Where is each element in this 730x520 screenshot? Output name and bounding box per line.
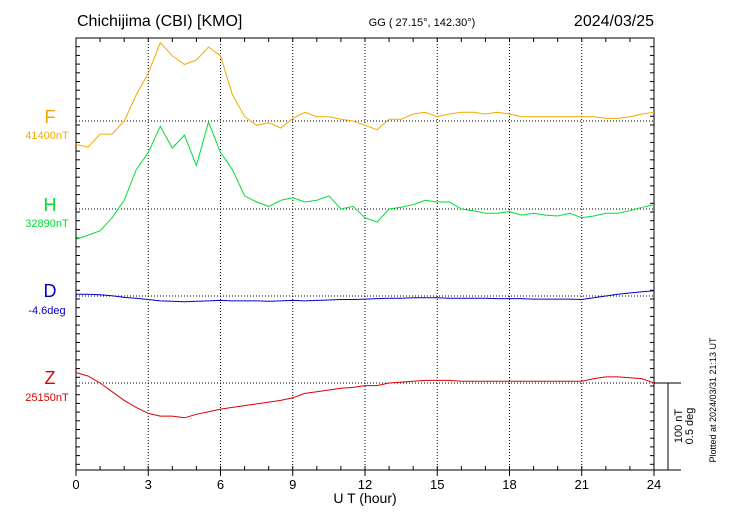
coords-label: GG ( 27.15°, 142.30°) xyxy=(369,17,476,29)
scale-bar-nt-label: 100 nT xyxy=(673,409,685,444)
x-tick-label: 3 xyxy=(145,477,152,492)
plotted-note: Plotted at 2024/03/31 21:13 UT xyxy=(708,337,718,463)
component-label-H: H xyxy=(44,195,57,215)
x-tick-label: 12 xyxy=(358,477,372,492)
baseline-value-D: -4.6deg xyxy=(28,305,65,317)
series-line-Z xyxy=(75,372,655,419)
series-line-H xyxy=(75,120,655,240)
component-label-D: D xyxy=(44,281,57,301)
series-group: F 41400nT H 32890nT D -4.6deg Z 25150nT xyxy=(25,41,655,419)
x-tick-label: 0 xyxy=(72,477,79,492)
scale-bar: 100 nT 0.5 deg xyxy=(654,382,696,471)
x-tick-label: 9 xyxy=(289,477,296,492)
series-line-F xyxy=(75,41,655,148)
series-line-D xyxy=(76,290,655,303)
scale-bar-deg-label: 0.5 deg xyxy=(684,408,696,445)
grid xyxy=(76,38,654,470)
baseline-value-Z: 25150nT xyxy=(25,392,69,404)
x-axis: 0 3 6 9 12 15 18 21 24 xyxy=(72,37,661,492)
x-tick-label: 18 xyxy=(502,477,516,492)
x-tick-label: 21 xyxy=(575,477,589,492)
component-label-Z: Z xyxy=(45,368,56,388)
x-tick-label: 6 xyxy=(217,477,224,492)
x-axis-label: U T (hour) xyxy=(333,490,396,506)
baseline-value-F: 41400nT xyxy=(25,130,69,142)
component-label-F: F xyxy=(45,107,56,127)
baseline-value-H: 32890nT xyxy=(25,218,69,230)
date-label: 2024/03/25 xyxy=(574,13,654,30)
station-title: Chichijima (CBI) [KMO] xyxy=(77,13,242,30)
x-tick-label: 15 xyxy=(430,477,444,492)
x-tick-label: 24 xyxy=(647,477,661,492)
